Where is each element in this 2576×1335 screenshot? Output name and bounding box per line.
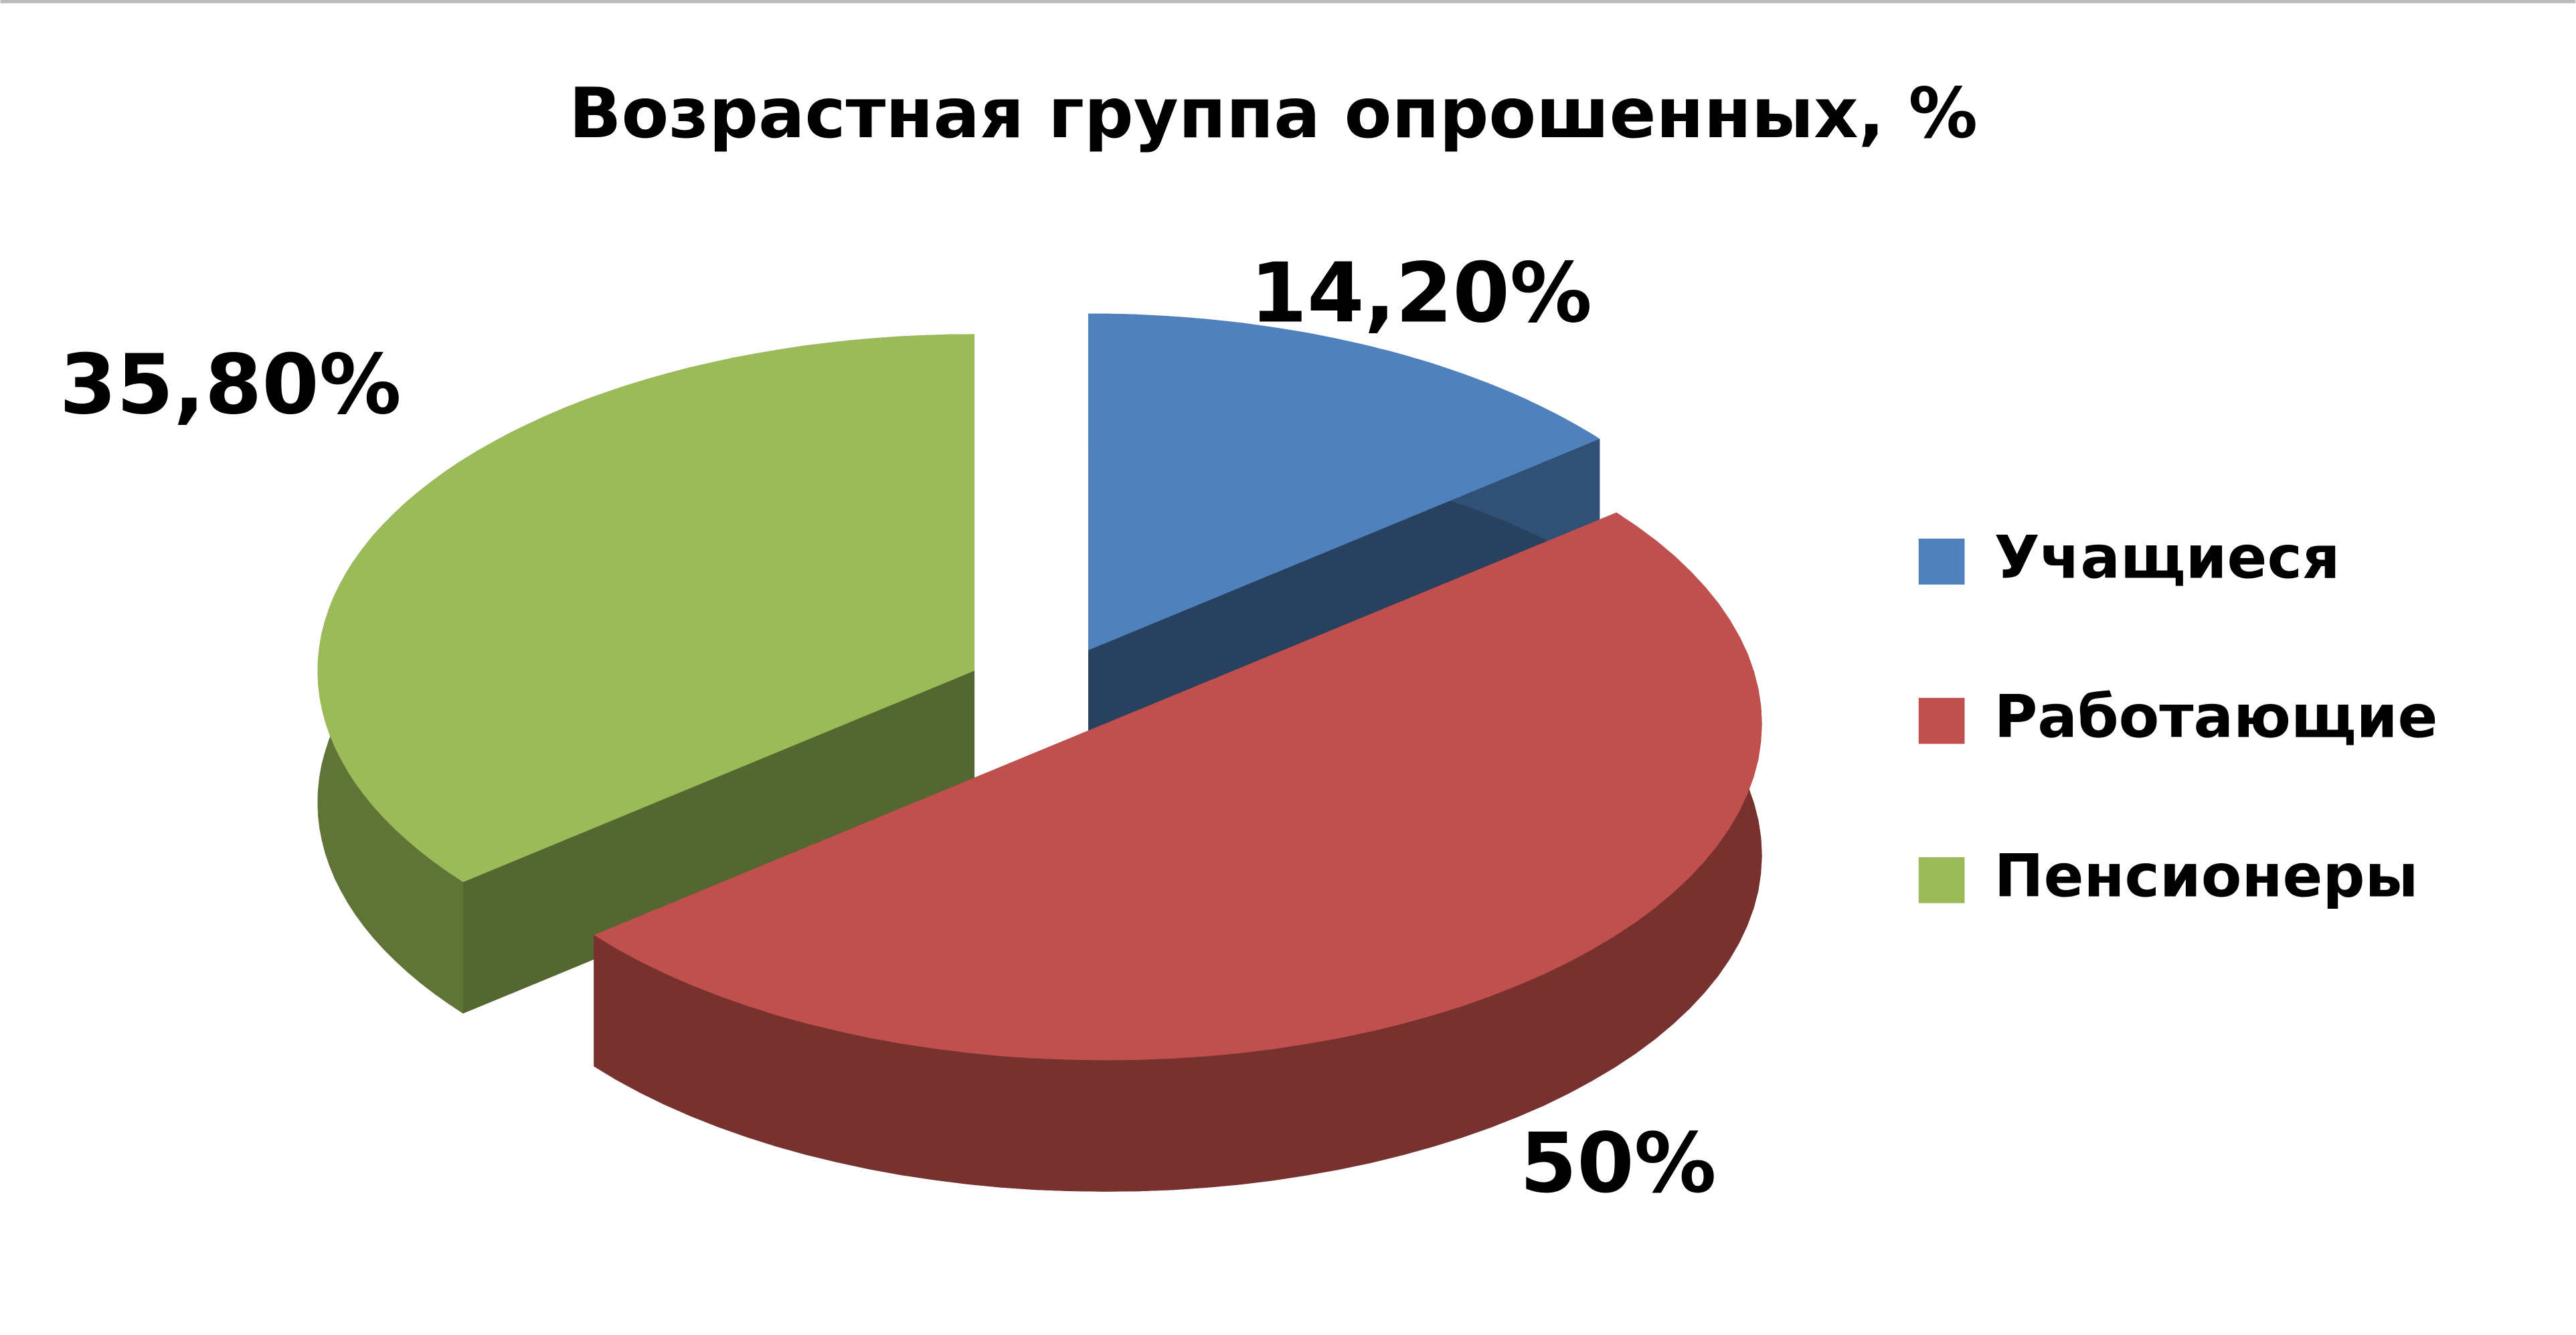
legend-label: Учащиеся [1994, 523, 2340, 592]
slice-top [317, 334, 975, 883]
legend-swatch [1918, 857, 1965, 903]
slice-top [594, 512, 1762, 1061]
pie-slice [594, 512, 1762, 1192]
data-label: 14,20% [1250, 245, 1592, 341]
legend-swatch [1918, 538, 1965, 585]
legend-label: Работающие [1994, 683, 2438, 751]
slice-top [1088, 313, 1600, 650]
legend-swatch [1918, 697, 1965, 744]
pie-slice [317, 334, 975, 1014]
slice-wall [594, 512, 1762, 1192]
slice-side [462, 671, 975, 1014]
chart-title: Возрастная группа опрошенных, % [569, 74, 1978, 154]
data-label: 50% [1520, 1116, 1717, 1211]
legend-label: Пенсионеры [1994, 842, 2419, 911]
data-label: 35,80% [60, 337, 402, 433]
